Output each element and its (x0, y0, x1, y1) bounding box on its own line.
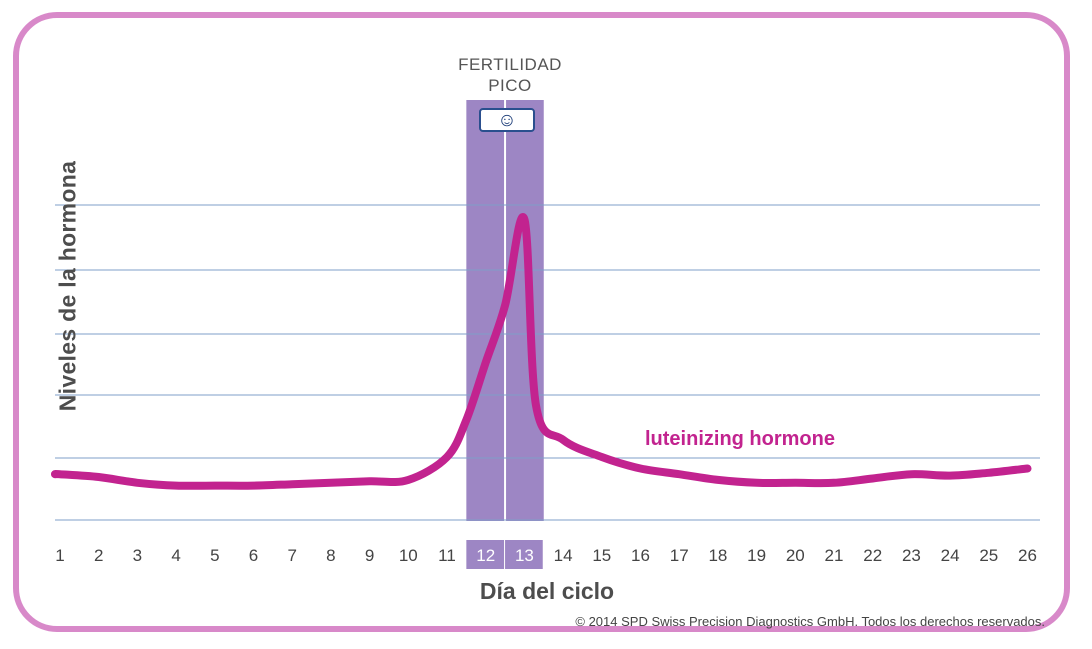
x-tick-9: 9 (365, 546, 374, 565)
series-label: luteinizing hormone (645, 428, 835, 450)
smiley-icon: ☺ (479, 108, 535, 132)
x-tick-21: 21 (825, 546, 844, 565)
copyright-notice: © 2014 SPD Swiss Precision Diagnostics G… (575, 614, 1045, 629)
x-tick-3: 3 (133, 546, 142, 565)
x-tick-8: 8 (326, 546, 335, 565)
x-tick-11: 11 (438, 546, 456, 565)
x-axis-label: Día del ciclo (479, 578, 615, 604)
x-tick-22: 22 (863, 546, 882, 565)
lh-curve (51, 213, 1032, 490)
y-axis-label: Niveles de la hormona (54, 160, 81, 412)
day-13-highlight (505, 540, 543, 569)
x-tick-15: 15 (592, 546, 611, 565)
x-tick-10: 10 (399, 546, 418, 565)
peak-label-line1: FERTILIDAD (458, 55, 562, 74)
peak-fertility-label: FERTILIDAD PICO (458, 54, 562, 96)
x-tick-2: 2 (94, 546, 103, 565)
x-tick-5: 5 (210, 546, 219, 565)
x-tick-6: 6 (249, 546, 258, 565)
x-tick-23: 23 (902, 546, 921, 565)
x-tick-1: 1 (55, 546, 64, 565)
peak-label-line2: PICO (488, 76, 532, 95)
x-tick-16: 16 (631, 546, 650, 565)
x-tick-26: 26 (1018, 546, 1037, 565)
x-tick-17: 17 (670, 546, 689, 565)
x-tick-4: 4 (171, 546, 180, 565)
x-tick-7: 7 (287, 546, 296, 565)
x-tick-25: 25 (979, 546, 998, 565)
day-12-highlight (466, 540, 505, 569)
x-tick-13: 13 (515, 546, 534, 565)
x-tick-20: 20 (786, 546, 805, 565)
x-tick-14: 14 (554, 546, 573, 565)
x-tick-19: 19 (747, 546, 766, 565)
x-tick-12: 12 (476, 546, 495, 565)
x-tick-24: 24 (941, 546, 960, 565)
x-tick-18: 18 (708, 546, 727, 565)
